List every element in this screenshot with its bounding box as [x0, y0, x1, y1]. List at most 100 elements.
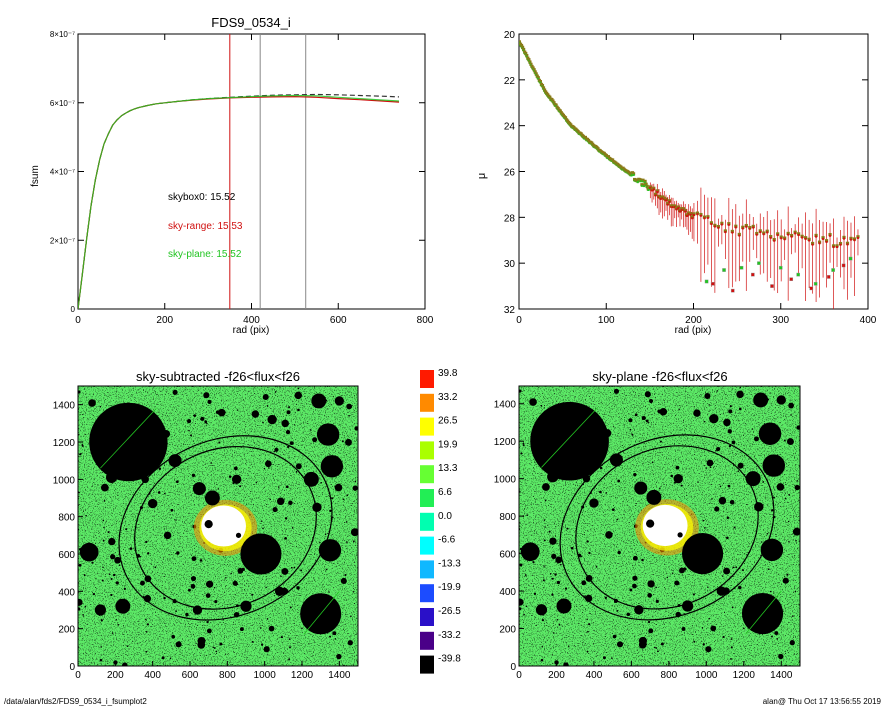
mask-hole — [655, 599, 659, 603]
mask-hole — [617, 479, 621, 483]
mu-point-overlay — [675, 208, 678, 211]
mask-hole — [714, 506, 720, 512]
colorbar-swatch — [420, 584, 434, 603]
mask-hole — [296, 586, 300, 590]
mu-point-overlay — [773, 239, 776, 242]
mu-point — [657, 194, 661, 199]
mu-point — [548, 95, 552, 99]
mu-point — [666, 201, 670, 206]
colorbar-swatch — [420, 560, 434, 579]
mask-hole — [129, 547, 133, 550]
sky-plane-title: sky-plane -f26<flux<f26 — [592, 369, 727, 384]
annulus-ring — [134, 445, 317, 610]
mu-point-overlay — [659, 197, 662, 200]
mu-point-overlay — [639, 180, 642, 183]
mask-hole — [239, 485, 242, 488]
mask-hole — [228, 475, 232, 478]
mask-hole — [776, 638, 779, 640]
colorbar-label: -6.6 — [438, 535, 456, 546]
mask-hole — [347, 640, 353, 646]
mask-hole — [218, 441, 221, 444]
mask-hole — [172, 389, 178, 395]
mask-hole — [81, 444, 84, 447]
mask-hole — [325, 568, 328, 571]
mask-hole — [78, 491, 80, 494]
mask-hole — [705, 646, 712, 653]
mask-hole — [784, 497, 787, 500]
mask-hole — [612, 634, 617, 639]
mu-point-overlay — [673, 206, 676, 209]
mask-hole — [770, 635, 773, 638]
mu-point — [532, 68, 536, 72]
mask-hole — [628, 418, 633, 423]
mu-point — [769, 235, 773, 239]
mask-hole — [716, 446, 721, 452]
mu-point — [688, 212, 693, 216]
mask-hole — [556, 619, 559, 621]
mask-hole — [320, 482, 323, 484]
mu-point-overlay — [748, 227, 751, 230]
mask-line — [745, 590, 782, 635]
mask-circle — [303, 471, 319, 487]
mask-hole — [710, 625, 717, 632]
mask-circle — [106, 471, 118, 484]
mask-hole — [102, 539, 105, 542]
mask-hole — [110, 578, 113, 581]
mu-point-overlay — [643, 185, 646, 188]
mu-point — [664, 197, 668, 201]
mask-hole — [284, 536, 287, 540]
mask-hole — [739, 386, 742, 389]
mask-hole — [602, 656, 606, 660]
mu-xtick-label: 0 — [516, 315, 522, 326]
mu-point — [824, 239, 829, 243]
mask-hole — [206, 628, 212, 634]
mu-point — [734, 224, 738, 228]
mask-hole — [84, 605, 87, 608]
mask-hole — [709, 466, 712, 469]
mu-point-overlay — [843, 237, 846, 240]
mu-point — [755, 231, 759, 236]
mask-hole — [544, 499, 547, 502]
image-xtick-label: 1000 — [254, 670, 277, 681]
mask-hole — [588, 551, 591, 555]
mask-hole — [289, 646, 291, 649]
mask-hole — [290, 606, 292, 609]
mask-hole — [702, 643, 705, 646]
mu-point-overlay — [720, 223, 723, 226]
mu-point — [531, 66, 535, 70]
mu-point-overlay — [797, 234, 800, 237]
mu-point — [519, 43, 524, 48]
mu-point — [765, 229, 769, 233]
mu-ytick-label: 20 — [504, 30, 516, 41]
mask-circle — [120, 434, 129, 442]
mask-hole — [82, 614, 84, 616]
mask-hole — [762, 481, 764, 483]
mu-outlier-green — [831, 268, 835, 272]
image-xtick-label: 600 — [623, 670, 640, 681]
mask-circle — [605, 531, 613, 539]
mask-hole — [738, 407, 742, 411]
mask-hole — [280, 636, 283, 639]
mu-point — [681, 207, 686, 211]
colorbar-swatch — [420, 631, 434, 650]
fsum-series — [78, 93, 400, 309]
mask-hole — [705, 467, 707, 469]
mu-point — [631, 172, 636, 176]
mask-hole — [792, 527, 800, 536]
mu-point-overlay — [818, 242, 821, 245]
mu-point-overlay — [636, 181, 639, 184]
fsum-title: FDS9_0534_i — [211, 15, 291, 30]
mask-hole — [555, 556, 563, 564]
mask-hole — [176, 551, 180, 555]
image-xtick-label: 400 — [586, 670, 603, 681]
mask-hole — [638, 640, 647, 649]
mask-line — [303, 591, 340, 635]
mu-point — [831, 244, 836, 248]
mask-circle — [716, 586, 727, 596]
mu-point-overlay — [731, 231, 734, 234]
mu-point-overlay — [641, 180, 644, 183]
mu-point-overlay — [815, 235, 818, 238]
mask-hole — [102, 519, 105, 522]
mu-point — [520, 45, 525, 49]
mask-hole — [265, 586, 267, 589]
